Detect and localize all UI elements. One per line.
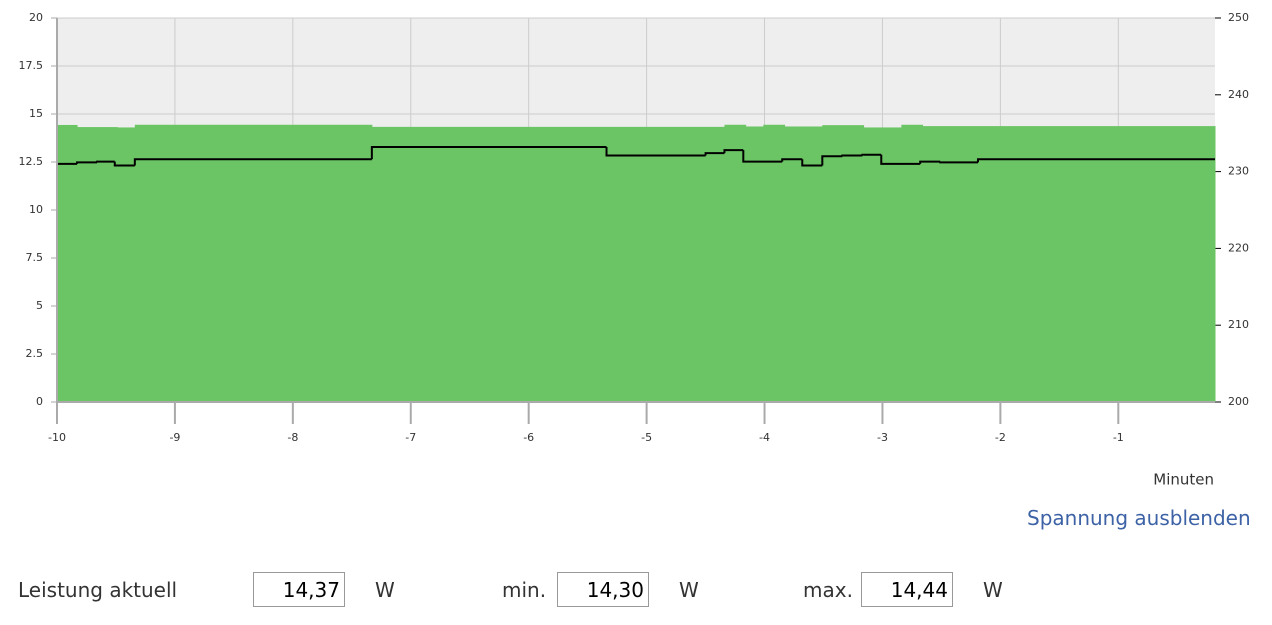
toggle-voltage-link[interactable]: Spannung ausblenden (1027, 506, 1251, 530)
voltage-step (781, 158, 803, 162)
voltage-step (605, 147, 706, 157)
voltage-step (370, 146, 607, 160)
voltage-step (861, 153, 882, 156)
power-area (922, 126, 1216, 402)
y-tick-label: 7.5 (26, 251, 44, 264)
reading-label: Leistung aktuell (18, 578, 178, 602)
reading-value: 14,44 (861, 572, 953, 607)
y2-tick-label: 250 (1228, 11, 1249, 24)
x-axis-label: Minuten (1153, 471, 1214, 489)
power-area (863, 127, 902, 402)
power-area (117, 127, 136, 402)
y-tick-label: 15 (29, 107, 43, 120)
y-tick-label: 20 (29, 11, 43, 24)
voltage-step (704, 152, 725, 156)
power-area (371, 126, 725, 402)
y2-tick-label: 210 (1228, 318, 1249, 331)
power-area (745, 126, 764, 402)
x-tick-label: -4 (759, 431, 770, 444)
voltage-step (880, 154, 921, 165)
voltage-step (821, 155, 843, 166)
y-tick-label: 12.5 (19, 155, 44, 168)
voltage-step (976, 158, 1215, 163)
reading-label: max. (803, 578, 853, 602)
power-area (901, 124, 924, 402)
power-area (724, 124, 747, 402)
power-area (763, 124, 786, 402)
voltage-step (742, 150, 783, 163)
y-tick-label: 17.5 (19, 59, 44, 72)
x-tick-label: -6 (523, 431, 534, 444)
x-tick-label: -10 (48, 431, 66, 444)
x-tick-label: -8 (287, 431, 298, 444)
x-tick-label: -7 (405, 431, 416, 444)
y2-tick-label: 230 (1228, 165, 1249, 178)
voltage-step (841, 154, 863, 157)
reading-value: 14,30 (557, 572, 649, 607)
x-tick-label: -5 (641, 431, 652, 444)
reading-unit: W (375, 578, 395, 602)
x-tick-label: -1 (1113, 431, 1124, 444)
voltage-step (76, 161, 98, 164)
voltage-step (113, 161, 135, 167)
reading-value: 14,37 (253, 572, 345, 607)
y-tick-label: 0 (36, 395, 43, 408)
y-tick-label: 10 (29, 203, 43, 216)
voltage-step (723, 149, 744, 154)
reading-label: min. (502, 578, 547, 602)
power-area (57, 124, 78, 402)
power-area (822, 125, 865, 403)
power-area (134, 124, 373, 402)
reading-unit: W (983, 578, 1003, 602)
voltage-step (939, 161, 978, 164)
y2-tick-label: 200 (1228, 395, 1249, 408)
voltage-step (96, 160, 115, 163)
x-tick-label: -2 (995, 431, 1006, 444)
y2-tick-label: 240 (1228, 88, 1249, 101)
reading-unit: W (679, 578, 699, 602)
y-tick-label: 2.5 (26, 347, 44, 360)
voltage-step (801, 159, 823, 167)
y-tick-label: 5 (36, 299, 43, 312)
x-tick-label: -3 (877, 431, 888, 444)
power-area (77, 127, 118, 402)
voltage-step (133, 158, 372, 166)
x-tick-label: -9 (169, 431, 180, 444)
power-area (784, 126, 823, 402)
y2-tick-label: 220 (1228, 241, 1249, 254)
chart: Minuten -10 -9 -8 -7 -6 -5 -4 -3 -2 -102.557.5101… (19, 11, 1250, 489)
voltage-step (919, 160, 941, 164)
